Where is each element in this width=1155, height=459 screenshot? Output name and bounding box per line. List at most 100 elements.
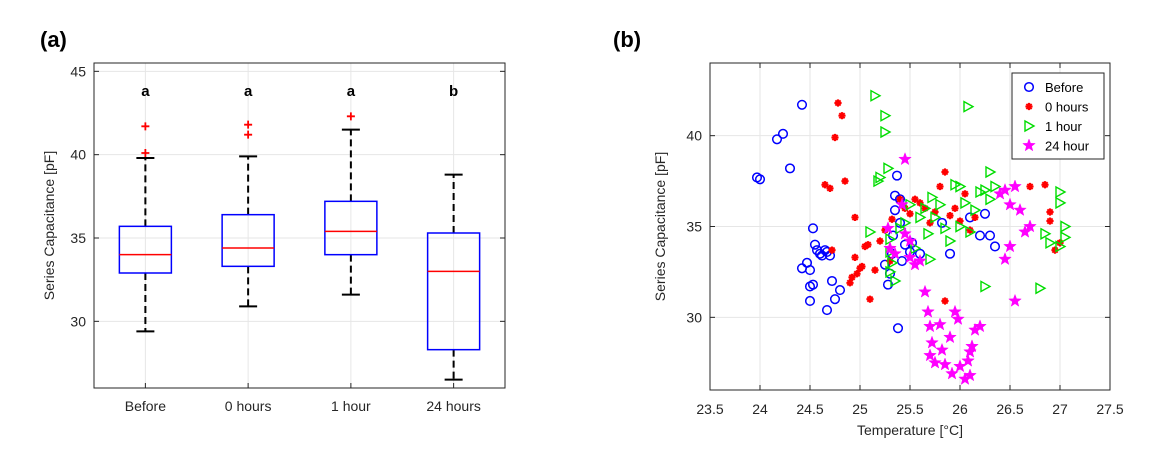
data-point-asterisk xyxy=(828,246,836,254)
data-point-triangle-right xyxy=(890,274,902,288)
outlier-marker xyxy=(244,120,253,129)
data-point-circle xyxy=(896,255,908,267)
data-point-star xyxy=(998,251,1012,266)
data-point-star xyxy=(895,197,909,211)
data-point-circle xyxy=(879,259,891,270)
data-point-asterisk xyxy=(846,279,854,287)
x-tick-label: 0 hours xyxy=(225,398,272,414)
data-point-asterisk xyxy=(941,297,949,305)
significance-letter: b xyxy=(449,83,458,100)
data-point-circle xyxy=(807,223,819,234)
data-point-triangle-right xyxy=(875,171,887,184)
x-tick-label: 24 xyxy=(752,401,768,417)
data-point-star xyxy=(913,253,927,267)
legend-marker-star xyxy=(1022,138,1036,152)
data-point-triangle-right xyxy=(980,183,992,197)
data-point-asterisk xyxy=(866,295,874,303)
data-point-asterisk xyxy=(916,199,924,207)
data-point-triangle-right xyxy=(1060,231,1072,244)
x-tick-label: 24.5 xyxy=(796,401,823,417)
data-point-star xyxy=(923,348,937,362)
data-point-triangle-right xyxy=(970,203,982,217)
data-point-star xyxy=(933,317,947,331)
data-point-star xyxy=(928,355,942,369)
data-point-circle xyxy=(807,279,819,290)
data-point-circle xyxy=(804,295,816,307)
data-point-asterisk xyxy=(936,182,944,191)
data-point-triangle-right xyxy=(1045,236,1057,250)
data-point-triangle-right xyxy=(965,225,977,239)
y-tick-label: 45 xyxy=(70,63,86,79)
data-point-triangle-right xyxy=(883,162,895,175)
outlier-marker xyxy=(141,122,150,131)
y-tick-label: 40 xyxy=(686,128,702,144)
data-point-asterisk xyxy=(834,99,842,107)
data-point-star xyxy=(973,319,987,333)
data-point-asterisk xyxy=(966,226,974,234)
data-point-circle xyxy=(889,205,901,216)
legend-marker-circle xyxy=(1023,81,1035,93)
box-iqr xyxy=(221,213,275,268)
box-plot-panel: Series Capacitance [pF] a a a b 30 35 40 45 Befo… xyxy=(41,62,506,414)
data-point-asterisk xyxy=(876,237,884,245)
significance-letter: a xyxy=(347,83,356,100)
data-point-star xyxy=(963,344,977,358)
data-point-asterisk xyxy=(1051,246,1059,254)
data-point-triangle-right xyxy=(980,280,992,293)
data-point-circle xyxy=(974,230,986,241)
data-point-circle xyxy=(784,163,796,174)
data-point-star xyxy=(903,233,917,247)
x-tick-label: 27.5 xyxy=(1096,401,1123,417)
data-point-asterisk xyxy=(871,266,879,274)
data-point-asterisk xyxy=(821,181,829,189)
data-point-triangle-right xyxy=(960,196,972,210)
data-point-star xyxy=(921,304,935,318)
data-point-circle xyxy=(754,174,766,185)
data-point-asterisk xyxy=(848,273,856,281)
panel-b-y-axis-label: Series Capacitance [pF] xyxy=(652,152,668,301)
data-point-triangle-right xyxy=(927,191,939,204)
data-point-circle xyxy=(892,323,904,334)
scatter-plot-panel: Series Capacitance [pF] Temperature [°C]… xyxy=(652,62,1124,438)
legend-label: 24 hour xyxy=(1045,139,1090,154)
box-iqr xyxy=(426,232,481,351)
data-point-star xyxy=(951,311,965,325)
data-point-triangle-right xyxy=(963,100,975,113)
data-point-circle xyxy=(899,239,911,250)
data-point-circle xyxy=(821,305,833,316)
data-point-asterisk xyxy=(1046,208,1054,216)
data-point-asterisk xyxy=(921,204,929,212)
legend-marker-asterisk xyxy=(1025,102,1033,111)
data-point-star xyxy=(888,246,902,260)
x-tick-label: 25 xyxy=(852,401,868,417)
data-point-star xyxy=(1003,197,1017,211)
data-point-asterisk xyxy=(946,212,954,220)
data-point-triangle-right xyxy=(873,174,885,188)
outlier-marker xyxy=(141,149,150,157)
data-point-triangle-right xyxy=(925,253,937,266)
data-point-asterisk xyxy=(906,210,914,218)
y-tick-label: 40 xyxy=(70,147,86,163)
data-point-triangle-right xyxy=(885,233,897,246)
x-tick-label: 27 xyxy=(1052,401,1068,417)
data-point-asterisk xyxy=(1026,182,1034,191)
data-point-triangle-right xyxy=(945,234,957,248)
data-point-circle xyxy=(829,294,841,305)
data-point-asterisk xyxy=(931,208,939,216)
data-point-star xyxy=(883,241,897,255)
data-point-triangle-right xyxy=(915,211,927,224)
data-point-triangle-right xyxy=(880,109,892,122)
data-point-circle xyxy=(826,275,838,287)
data-point-asterisk xyxy=(826,184,834,192)
data-point-star xyxy=(961,353,975,367)
data-point-asterisk xyxy=(838,112,846,120)
data-point-circle xyxy=(771,134,783,145)
y-tick-label: 30 xyxy=(70,313,86,329)
legend-label: 0 hours xyxy=(1045,100,1089,115)
x-tick-label: 25.5 xyxy=(896,401,923,417)
data-point-star xyxy=(965,339,979,353)
data-point-asterisk xyxy=(831,133,839,142)
data-point-circle xyxy=(777,128,789,139)
data-point-circle xyxy=(944,248,956,259)
